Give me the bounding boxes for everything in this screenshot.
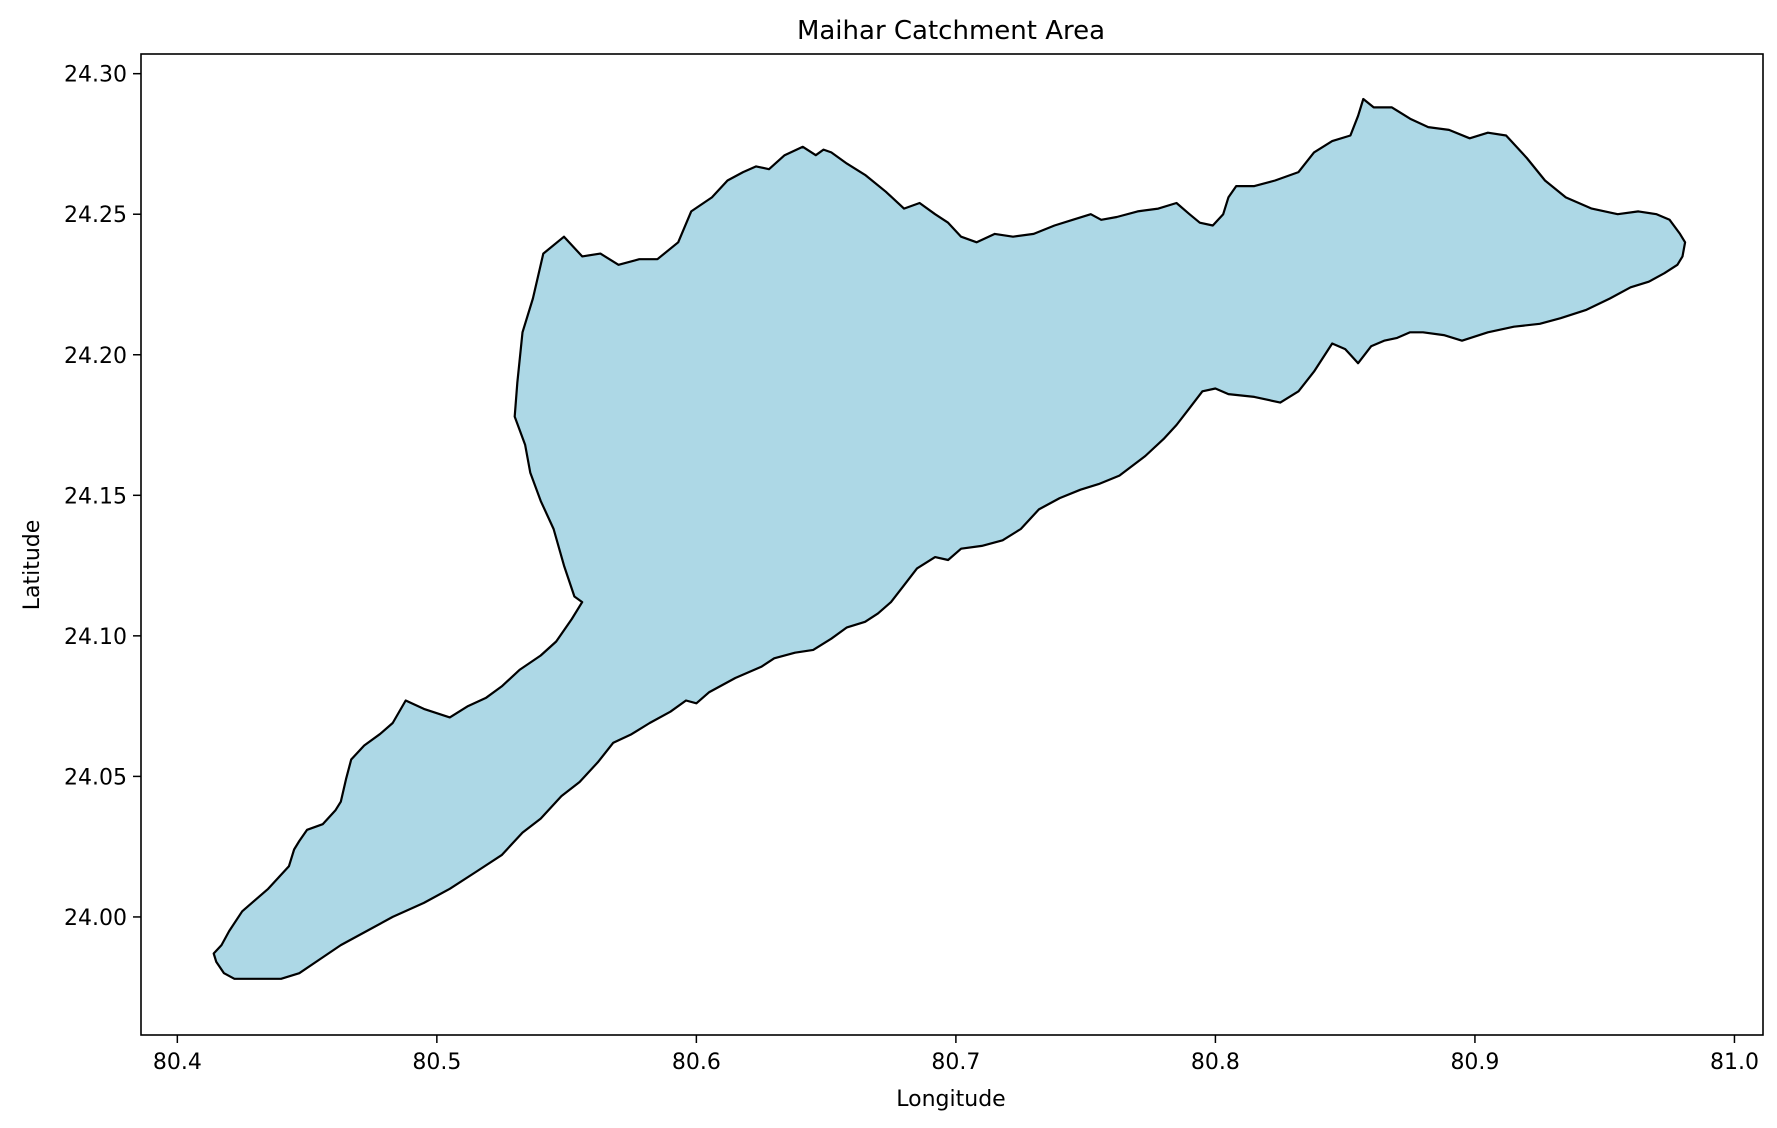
y-tick-label: 24.20 — [64, 344, 127, 369]
x-tick-label: 81.0 — [1710, 1050, 1759, 1075]
y-axis: 24.00 24.05 24.10 24.15 24.20 24.25 24.30 — [64, 63, 141, 931]
x-tick-label: 80.5 — [412, 1050, 461, 1075]
plot-area — [140, 53, 1764, 1036]
y-tick-label: 24.25 — [64, 203, 127, 228]
x-tick-label: 80.4 — [153, 1050, 202, 1075]
x-tick-label: 80.8 — [1191, 1050, 1240, 1075]
y-tick-label: 24.00 — [64, 906, 127, 931]
y-tick-label: 24.10 — [64, 625, 127, 650]
y-tick-label: 24.15 — [64, 484, 127, 509]
x-tick-label: 80.6 — [672, 1050, 721, 1075]
chart-title: Maihar Catchment Area — [797, 16, 1105, 46]
y-tick-label: 24.30 — [64, 63, 127, 88]
y-axis-label: Latitude — [20, 520, 45, 611]
x-axis: 80.4 80.5 80.6 80.7 80.8 80.9 81.0 — [153, 1035, 1759, 1075]
x-tick-label: 80.7 — [931, 1050, 980, 1075]
x-tick-label: 80.9 — [1450, 1050, 1499, 1075]
axes-frame — [140, 53, 1764, 1036]
x-axis-label: Longitude — [896, 1087, 1005, 1112]
catchment-polygon — [212, 97, 1687, 980]
y-tick-label: 24.05 — [64, 765, 127, 790]
